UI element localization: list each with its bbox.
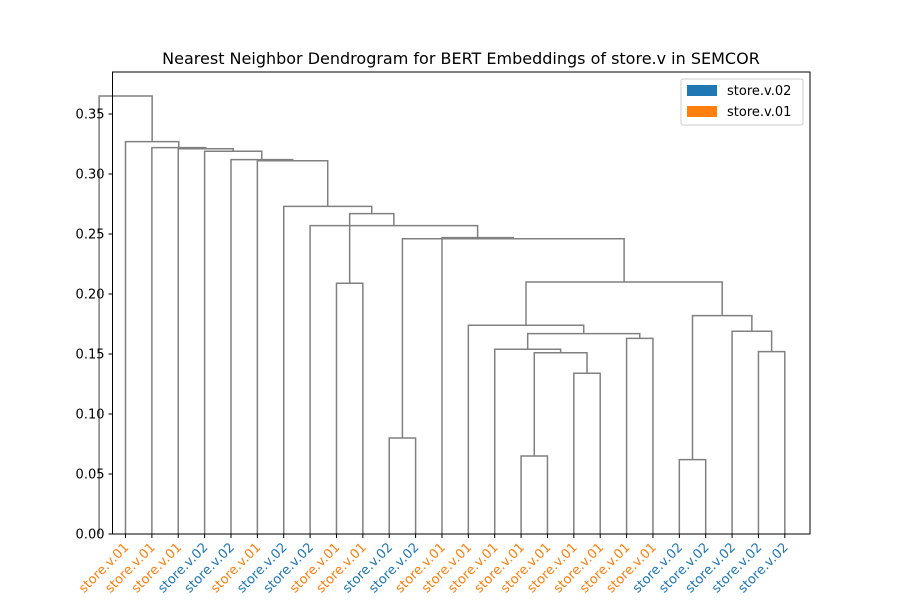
y-tick-label: 0.20 [76, 288, 105, 303]
legend-label-store-v-02: store.v.02 [727, 84, 791, 99]
dendrogram-link [98, 95, 153, 534]
y-axis: 0.00 0.05 0.10 0.15 0.20 0.25 0.30 0.35 [76, 108, 113, 543]
legend-swatch-store-v-02 [687, 85, 717, 96]
dendrogram-link [282, 205, 373, 534]
dendrogram-link [493, 348, 562, 534]
dendrogram-link [678, 458, 707, 534]
dendrogram-link [520, 455, 549, 534]
dendrogram-link [203, 150, 263, 534]
legend-swatch-store-v-01 [687, 106, 717, 117]
dendrogram-link [309, 224, 479, 534]
dendrogram-link [691, 314, 753, 460]
chart-title: Nearest Neighbor Dendrogram for BERT Emb… [162, 49, 760, 68]
y-tick-label: 0.15 [76, 348, 105, 363]
dendrogram-link [177, 148, 234, 534]
dendrogram-link [388, 437, 417, 534]
x-axis: store.v.01store.v.01store.v.01store.v.02… [76, 534, 792, 596]
y-tick-label: 0.35 [76, 108, 105, 123]
dendrogram-links [98, 95, 786, 534]
dendrogram-link [335, 282, 364, 534]
legend-label-store-v-01: store.v.01 [727, 105, 791, 120]
dendrogram-link [467, 324, 585, 534]
dendrogram-link [401, 238, 625, 438]
dendrogram-link [731, 330, 773, 534]
dendrogram-link [441, 236, 515, 534]
dendrogram-link [757, 350, 786, 534]
y-tick-label: 0.10 [76, 408, 105, 423]
dendrogram-link [526, 332, 641, 350]
dendrogram-link [348, 212, 395, 284]
dendrogram-link [533, 352, 588, 456]
dendrogram-link [625, 337, 654, 534]
y-tick-label: 0.00 [76, 528, 105, 543]
y-tick-label: 0.25 [76, 228, 105, 243]
axes-frame [112, 71, 811, 535]
legend: store.v.02 store.v.01 [680, 78, 804, 126]
y-tick-label: 0.30 [76, 168, 105, 183]
dendrogram-link [256, 160, 329, 534]
y-tick-label: 0.05 [76, 468, 105, 483]
dendrogram-link [573, 372, 601, 534]
